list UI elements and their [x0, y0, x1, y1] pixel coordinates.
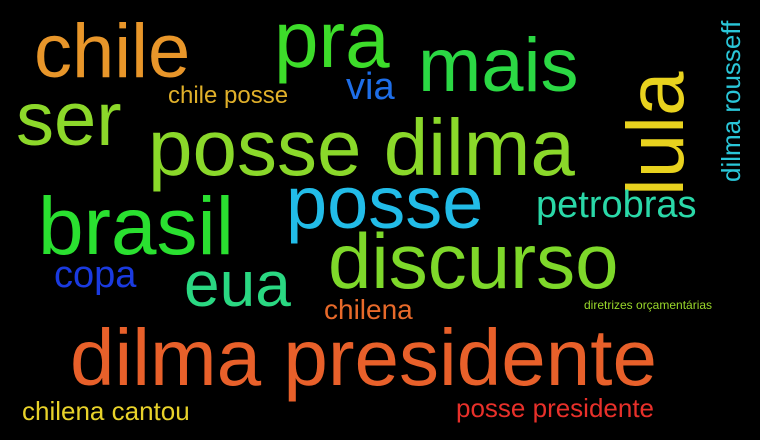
- word-dilma-presidente: dilma presidente: [70, 313, 657, 402]
- word-lula: lula: [611, 71, 700, 196]
- word-mais: mais: [418, 23, 579, 108]
- word-discurso: discurso: [328, 217, 619, 305]
- word-posse-presidente: posse presidente: [456, 393, 655, 423]
- word-pra: pra: [274, 0, 390, 84]
- word-ser: ser: [16, 77, 122, 162]
- word-petrobras: petrobras: [536, 184, 697, 226]
- word-posse: posse: [286, 161, 484, 244]
- word-brasil: brasil: [38, 181, 234, 272]
- word-copa: copa: [54, 254, 137, 296]
- word-chile-posse: chile posse: [168, 82, 289, 109]
- word-chile: chile: [34, 9, 191, 94]
- word-chilena: chilena: [324, 294, 413, 325]
- word-via: via: [346, 66, 395, 108]
- word-dilma-rousseff: dilma rousseff: [716, 20, 746, 182]
- word-diretrizes-orcamentarias: diretrizes orçamentárias: [584, 298, 713, 312]
- word-posse-dilma: posse dilma: [148, 103, 575, 192]
- word-chilena-cantou: chilena cantou: [22, 396, 190, 426]
- word-eua: eua: [184, 248, 291, 320]
